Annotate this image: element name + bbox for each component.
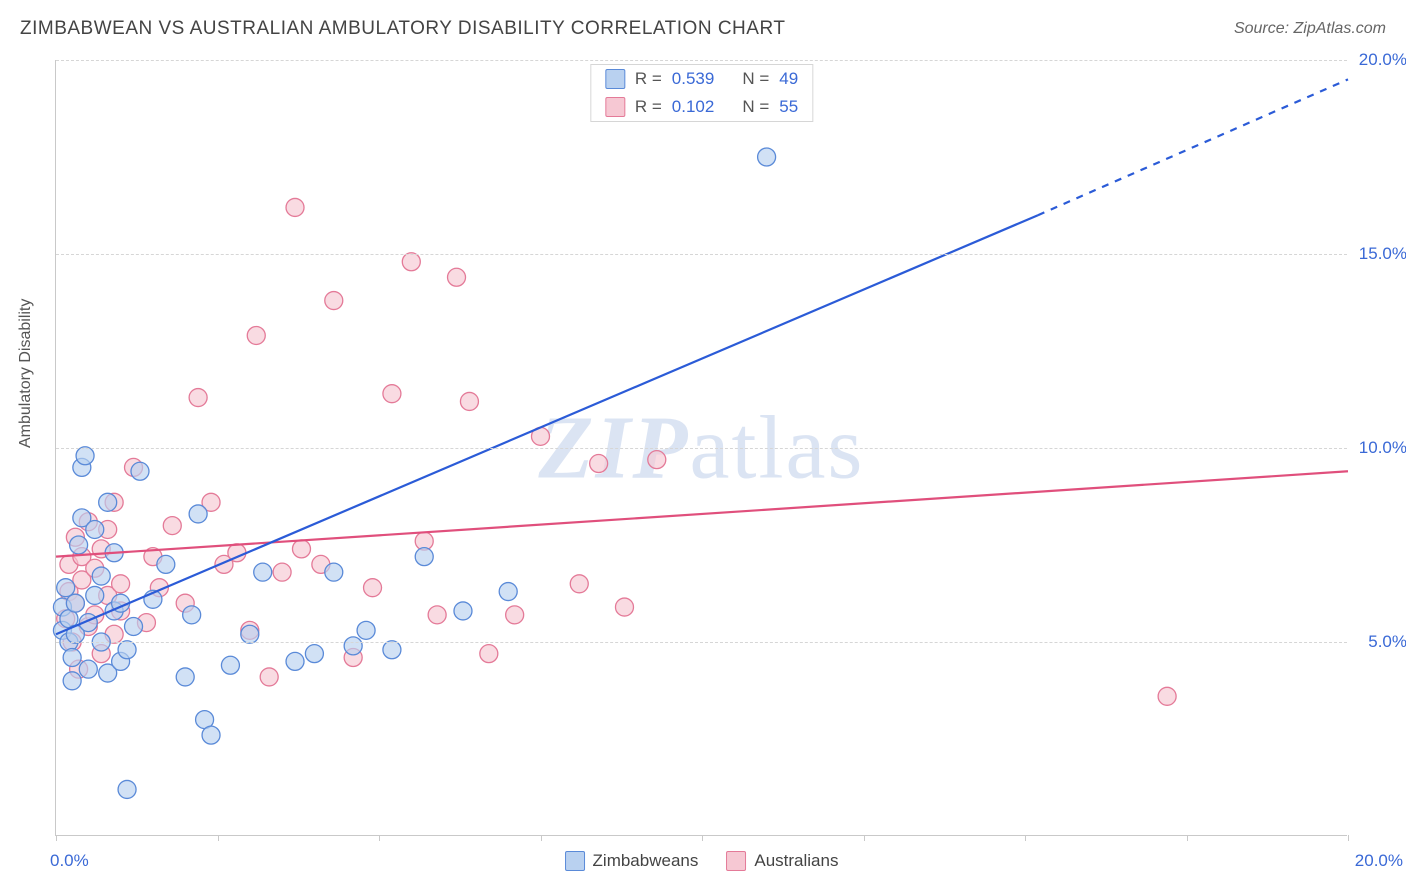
point-zimbabweans — [66, 594, 84, 612]
legend-stats-row-1: R = 0.102 N = 55 — [591, 93, 812, 121]
point-australians — [260, 668, 278, 686]
point-zimbabweans — [76, 447, 94, 465]
point-zimbabweans — [63, 649, 81, 667]
point-zimbabweans — [157, 555, 175, 573]
y-tick-label: 5.0% — [1352, 632, 1406, 652]
point-zimbabweans — [63, 672, 81, 690]
x-tick-label-right: 20.0% — [1355, 851, 1403, 871]
r-label: R = — [635, 69, 662, 89]
point-australians — [1158, 687, 1176, 705]
point-zimbabweans — [183, 606, 201, 624]
point-australians — [273, 563, 291, 581]
point-zimbabweans — [131, 462, 149, 480]
chart-frame: ZIMBABWEAN VS AUSTRALIAN AMBULATORY DISA… — [0, 0, 1406, 892]
point-australians — [189, 389, 207, 407]
point-australians — [325, 292, 343, 310]
trend-australians — [56, 471, 1348, 556]
point-zimbabweans — [286, 652, 304, 670]
point-zimbabweans — [92, 567, 110, 585]
point-australians — [460, 392, 478, 410]
point-australians — [480, 645, 498, 663]
y-axis-label: Ambulatory Disability — [17, 299, 35, 448]
point-zimbabweans — [202, 726, 220, 744]
point-australians — [163, 517, 181, 535]
point-zimbabweans — [454, 602, 472, 620]
point-zimbabweans — [86, 520, 104, 538]
series-label-0: Zimbabweans — [593, 851, 699, 871]
swatch-zimbabweans — [565, 851, 585, 871]
point-zimbabweans — [70, 536, 88, 554]
swatch-australians — [605, 97, 625, 117]
point-zimbabweans — [344, 637, 362, 655]
source-name: ZipAtlas.com — [1294, 20, 1386, 37]
point-australians — [648, 451, 666, 469]
y-tick-label: 15.0% — [1352, 244, 1406, 264]
n-label: N = — [742, 69, 769, 89]
point-zimbabweans — [118, 780, 136, 798]
point-zimbabweans — [325, 563, 343, 581]
legend-series: Zimbabweans Australians — [565, 851, 839, 871]
point-zimbabweans — [118, 641, 136, 659]
y-tick-label: 20.0% — [1352, 50, 1406, 70]
point-zimbabweans — [241, 625, 259, 643]
point-australians — [247, 326, 265, 344]
trend-dash-zimbabweans — [1038, 79, 1348, 215]
point-australians — [615, 598, 633, 616]
point-australians — [383, 385, 401, 403]
point-zimbabweans — [125, 617, 143, 635]
title-row: ZIMBABWEAN VS AUSTRALIAN AMBULATORY DISA… — [20, 18, 1386, 40]
point-zimbabweans — [254, 563, 272, 581]
point-australians — [402, 253, 420, 271]
chart-title: ZIMBABWEAN VS AUSTRALIAN AMBULATORY DISA… — [20, 18, 785, 40]
legend-stats-row-0: R = 0.539 N = 49 — [591, 65, 812, 93]
point-zimbabweans — [383, 641, 401, 659]
point-australians — [428, 606, 446, 624]
x-tick-label-left: 0.0% — [50, 851, 89, 871]
point-australians — [286, 198, 304, 216]
source-prefix: Source: — [1234, 20, 1294, 37]
point-australians — [292, 540, 310, 558]
legend-stats: R = 0.539 N = 49 R = 0.102 N = 55 — [590, 64, 813, 122]
legend-item-1: Australians — [726, 851, 838, 871]
trend-zimbabweans — [56, 215, 1038, 634]
point-zimbabweans — [176, 668, 194, 686]
point-australians — [364, 579, 382, 597]
n-value-1: 55 — [779, 97, 798, 117]
point-zimbabweans — [499, 583, 517, 601]
y-tick-label: 10.0% — [1352, 438, 1406, 458]
point-australians — [448, 268, 466, 286]
point-australians — [590, 455, 608, 473]
legend-item-0: Zimbabweans — [565, 851, 699, 871]
source-credit: Source: ZipAtlas.com — [1234, 20, 1386, 38]
point-zimbabweans — [415, 548, 433, 566]
r-value-0: 0.539 — [672, 69, 715, 89]
plot-area: ZIPatlas R = 0.539 N = 49 R = 0.102 N = … — [55, 60, 1347, 836]
r-value-1: 0.102 — [672, 97, 715, 117]
n-label: N = — [742, 97, 769, 117]
point-zimbabweans — [758, 148, 776, 166]
point-zimbabweans — [86, 586, 104, 604]
point-zimbabweans — [221, 656, 239, 674]
point-zimbabweans — [305, 645, 323, 663]
point-zimbabweans — [79, 660, 97, 678]
series-label-1: Australians — [754, 851, 838, 871]
swatch-zimbabweans — [605, 69, 625, 89]
r-label: R = — [635, 97, 662, 117]
point-zimbabweans — [189, 505, 207, 523]
point-australians — [506, 606, 524, 624]
point-zimbabweans — [57, 579, 75, 597]
swatch-australians — [726, 851, 746, 871]
point-australians — [112, 575, 130, 593]
point-australians — [570, 575, 588, 593]
point-zimbabweans — [357, 621, 375, 639]
n-value-0: 49 — [779, 69, 798, 89]
point-zimbabweans — [99, 493, 117, 511]
